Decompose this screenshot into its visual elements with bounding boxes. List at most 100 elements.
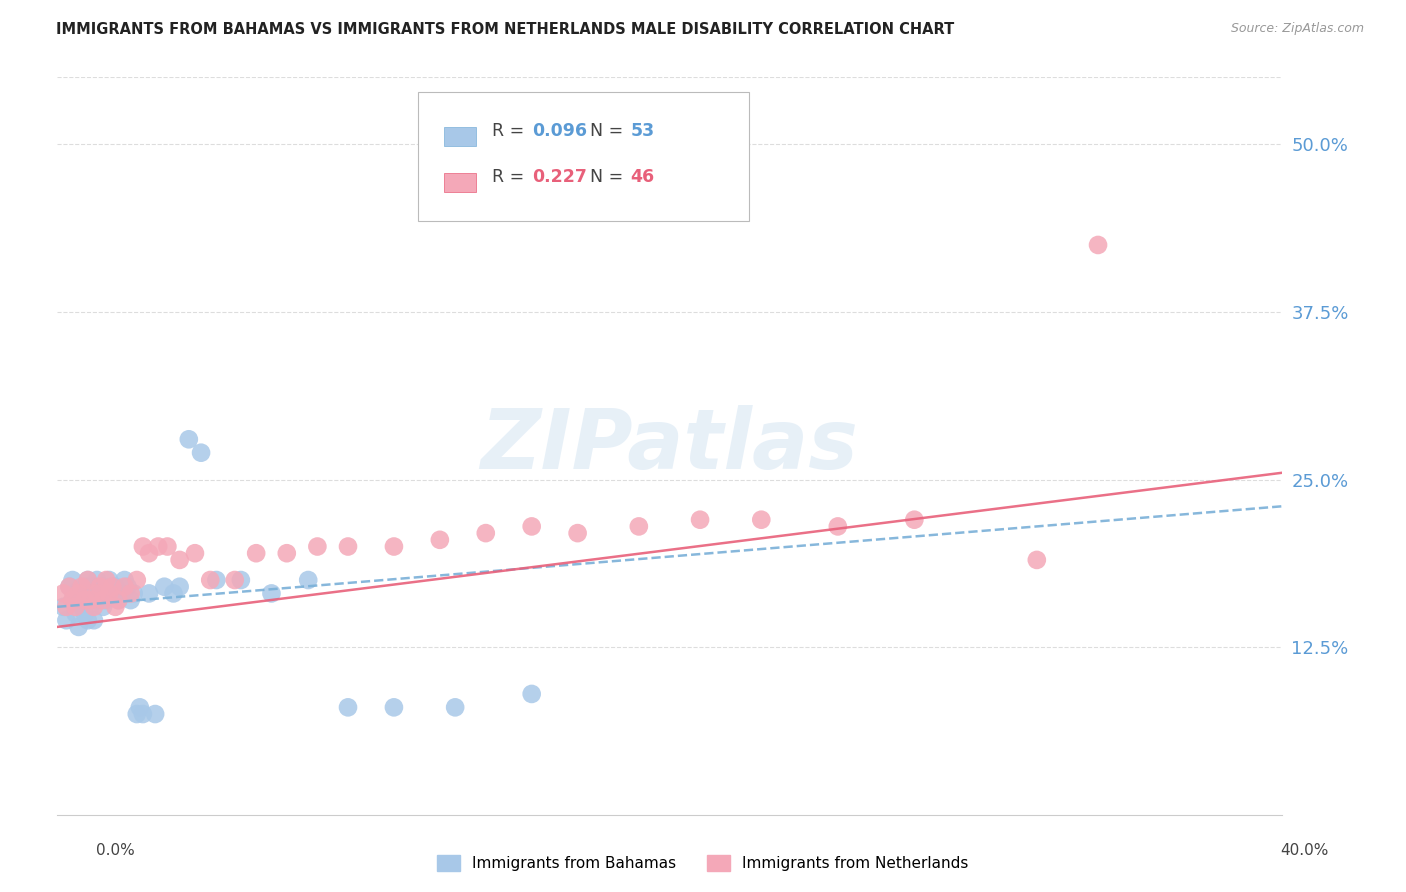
Text: N =: N = — [591, 122, 628, 140]
Point — [120, 593, 142, 607]
Point — [55, 599, 77, 614]
Point — [58, 580, 80, 594]
Point — [83, 580, 105, 594]
Point — [86, 573, 108, 587]
Point — [132, 706, 155, 721]
Point — [65, 607, 87, 621]
Point — [200, 573, 222, 587]
Point — [55, 613, 77, 627]
Point — [67, 593, 90, 607]
Point — [229, 573, 252, 587]
Point — [104, 580, 127, 594]
Text: 46: 46 — [630, 168, 654, 186]
Point — [98, 573, 121, 587]
Point — [224, 573, 246, 587]
Point — [520, 519, 543, 533]
Point — [276, 546, 298, 560]
Point — [52, 599, 75, 614]
Point — [62, 593, 84, 607]
Point — [70, 586, 93, 600]
Point — [245, 546, 267, 560]
Point — [337, 540, 360, 554]
Point — [70, 580, 93, 594]
Point — [128, 700, 150, 714]
Point — [138, 586, 160, 600]
Point — [132, 540, 155, 554]
FancyBboxPatch shape — [444, 127, 477, 146]
Point — [67, 586, 90, 600]
Point — [153, 580, 176, 594]
Point — [52, 586, 75, 600]
Point — [260, 586, 283, 600]
Point — [107, 593, 129, 607]
Point — [114, 580, 136, 594]
Point — [382, 540, 405, 554]
Point — [827, 519, 849, 533]
Point — [76, 573, 98, 587]
Point — [80, 586, 103, 600]
Point — [104, 599, 127, 614]
Point — [444, 700, 467, 714]
Point — [205, 573, 228, 587]
Point — [58, 580, 80, 594]
Legend: Immigrants from Bahamas, Immigrants from Netherlands: Immigrants from Bahamas, Immigrants from… — [432, 849, 974, 877]
Text: N =: N = — [591, 168, 628, 186]
Point — [156, 540, 179, 554]
Point — [148, 540, 170, 554]
Text: 53: 53 — [630, 122, 654, 140]
Point — [122, 586, 145, 600]
Text: Source: ZipAtlas.com: Source: ZipAtlas.com — [1230, 22, 1364, 36]
Point — [184, 546, 207, 560]
Point — [903, 513, 925, 527]
Point — [62, 593, 84, 607]
Point — [337, 700, 360, 714]
FancyBboxPatch shape — [419, 92, 749, 221]
Point — [76, 613, 98, 627]
Point — [83, 599, 105, 614]
Point — [382, 700, 405, 714]
Point — [91, 580, 114, 594]
Point — [98, 586, 121, 600]
Point — [86, 586, 108, 600]
Point — [169, 580, 191, 594]
FancyBboxPatch shape — [444, 173, 477, 193]
Point — [1025, 553, 1047, 567]
Point — [80, 599, 103, 614]
Point — [89, 580, 111, 594]
Point — [86, 593, 108, 607]
Point — [749, 513, 772, 527]
Point — [120, 586, 142, 600]
Text: IMMIGRANTS FROM BAHAMAS VS IMMIGRANTS FROM NETHERLANDS MALE DISABILITY CORRELATI: IMMIGRANTS FROM BAHAMAS VS IMMIGRANTS FR… — [56, 22, 955, 37]
Point — [689, 513, 711, 527]
Point — [76, 573, 98, 587]
Point — [101, 580, 124, 594]
Point — [91, 593, 114, 607]
Point — [96, 593, 118, 607]
Point — [89, 586, 111, 600]
Text: 40.0%: 40.0% — [1281, 843, 1329, 858]
Point — [143, 706, 166, 721]
Point — [117, 580, 139, 594]
Point — [474, 526, 496, 541]
Point — [110, 586, 132, 600]
Text: ZIPatlas: ZIPatlas — [481, 406, 859, 486]
Point — [80, 593, 103, 607]
Point — [65, 599, 87, 614]
Point — [114, 573, 136, 587]
Point — [520, 687, 543, 701]
Point — [62, 573, 84, 587]
Point — [162, 586, 184, 600]
Point — [567, 526, 589, 541]
Point — [138, 546, 160, 560]
Point — [65, 586, 87, 600]
Point — [307, 540, 329, 554]
Text: 0.096: 0.096 — [533, 122, 588, 140]
Point — [125, 573, 148, 587]
Point — [91, 599, 114, 614]
Point — [627, 519, 650, 533]
Point — [190, 446, 212, 460]
Point — [76, 593, 98, 607]
Point — [1087, 238, 1109, 252]
Point — [73, 593, 96, 607]
Point — [107, 593, 129, 607]
